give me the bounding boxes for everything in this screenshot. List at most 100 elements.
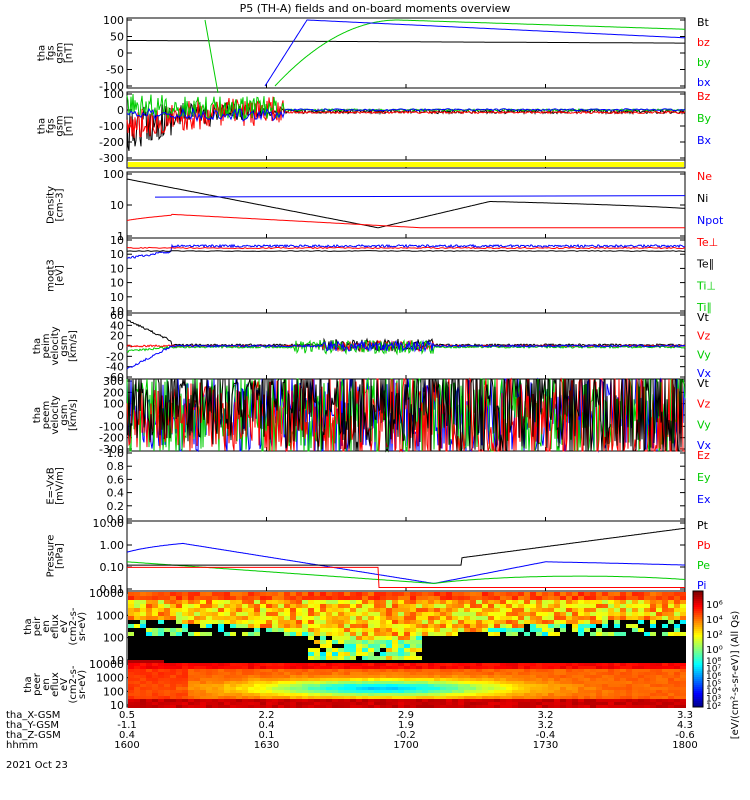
spectrogram-cell (338, 690, 344, 693)
spectrogram-cell (350, 600, 356, 604)
spectrogram-cell (458, 669, 464, 672)
spectrogram-cell (350, 684, 356, 687)
spectrogram-cell (344, 681, 350, 684)
spectrogram-cell (164, 702, 170, 705)
spectrogram-cell (392, 628, 398, 632)
spectrogram-cell (398, 652, 404, 656)
spectrogram-cell (626, 620, 632, 624)
spectrogram-cell (380, 648, 386, 652)
spectrogram-cell (488, 656, 494, 660)
spectrogram-cell (146, 663, 152, 666)
spectrogram-cell (644, 640, 650, 644)
spectrogram-cell (494, 620, 500, 624)
spectrogram-cell (584, 693, 590, 696)
spectrogram-cell (506, 666, 512, 669)
by-line (274, 19, 685, 87)
spectrogram-cell (458, 666, 464, 669)
spectrogram-cell (266, 666, 272, 669)
colorbar-cell (693, 683, 703, 685)
spectrogram-cell (344, 652, 350, 656)
spectrogram-cell (476, 628, 482, 632)
spectrogram-cell (602, 592, 608, 596)
spectrogram-cell (470, 608, 476, 612)
spectrogram-cell (548, 687, 554, 690)
spectrogram-cell (194, 681, 200, 684)
spectrogram-cell (182, 678, 188, 681)
spectrogram-cell (170, 612, 176, 616)
spectrogram-cell (512, 620, 518, 624)
y-axis-label: tha (23, 676, 34, 692)
spectrogram-cell (530, 663, 536, 666)
spectrogram-cell (662, 690, 668, 693)
spectrogram-cell (488, 690, 494, 693)
spectrogram-cell (308, 666, 314, 669)
spectrogram-cell (614, 681, 620, 684)
spectrogram-cell (566, 612, 572, 616)
spectrogram-cell (158, 684, 164, 687)
spectrogram-cell (332, 604, 338, 608)
spectrogram-cell (158, 620, 164, 624)
spectrogram-cell (650, 684, 656, 687)
spectrogram-cell (194, 702, 200, 705)
spectrogram-cell (410, 678, 416, 681)
spectrogram-cell (362, 693, 368, 696)
x-axis-value: 1600 (114, 740, 139, 751)
spectrogram-cell (626, 604, 632, 608)
spectrogram-cell (674, 604, 680, 608)
spectrogram-cell (482, 669, 488, 672)
spectrogram-cell (464, 690, 470, 693)
spectrogram-cell (206, 636, 212, 640)
spectrogram-cell (284, 699, 290, 702)
spectrogram-cell (446, 620, 452, 624)
spectrogram-cell (674, 616, 680, 620)
spectrogram-cell (254, 608, 260, 612)
spectrogram-cell (440, 669, 446, 672)
x-axis-value: 0.5 (119, 710, 135, 721)
spectrogram-cell (260, 699, 266, 702)
spectrogram-cell (398, 624, 404, 628)
colorbar-tick-label: 10³ (706, 695, 721, 705)
spectrogram-cell (662, 684, 668, 687)
legend-label: Te∥ (696, 258, 714, 271)
spectrogram-cell (386, 644, 392, 648)
spectrogram-cell (128, 608, 134, 612)
spectrogram-cell (248, 672, 254, 675)
spectrogram-cell (680, 616, 686, 620)
spectrogram-cell (404, 652, 410, 656)
spectrogram-cell (164, 684, 170, 687)
spectrogram-cell (296, 604, 302, 608)
spectrogram-cell (470, 656, 476, 660)
spectrogram-cell (326, 669, 332, 672)
spectrogram-cell (320, 652, 326, 656)
spectrogram-cell (470, 672, 476, 675)
spectrogram-cell (446, 628, 452, 632)
spectrogram-cell (248, 684, 254, 687)
spectrogram-cell (368, 699, 374, 702)
spectrogram-cell (578, 666, 584, 669)
spectrogram-cell (194, 696, 200, 699)
spectrogram-cell (626, 699, 632, 702)
colorbar-cell (693, 693, 703, 695)
spectrogram-cell (266, 678, 272, 681)
spectrogram-cell (536, 600, 542, 604)
spectrogram-cell (338, 636, 344, 640)
spectrogram-cell (212, 636, 218, 640)
spectrogram-cell (392, 666, 398, 669)
spectrogram-cell (314, 616, 320, 620)
spectrogram-cell (536, 666, 542, 669)
spectrogram-cell (500, 675, 506, 678)
spectrogram-cell (170, 640, 176, 644)
spectrogram-cell (374, 592, 380, 596)
y-tick-label: 0.4 (107, 487, 125, 500)
spectrogram-cell (182, 663, 188, 666)
spectrogram-cell (164, 592, 170, 596)
spectrogram-cell (626, 608, 632, 612)
spectrogram-cell (674, 669, 680, 672)
spectrogram-cell (488, 592, 494, 596)
spectrogram-cell (644, 644, 650, 648)
spectrogram-cell (422, 681, 428, 684)
spectrogram-cell (458, 616, 464, 620)
spectrogram-cell (194, 636, 200, 640)
spectrogram-cell (500, 656, 506, 660)
spectrogram-cell (314, 632, 320, 636)
